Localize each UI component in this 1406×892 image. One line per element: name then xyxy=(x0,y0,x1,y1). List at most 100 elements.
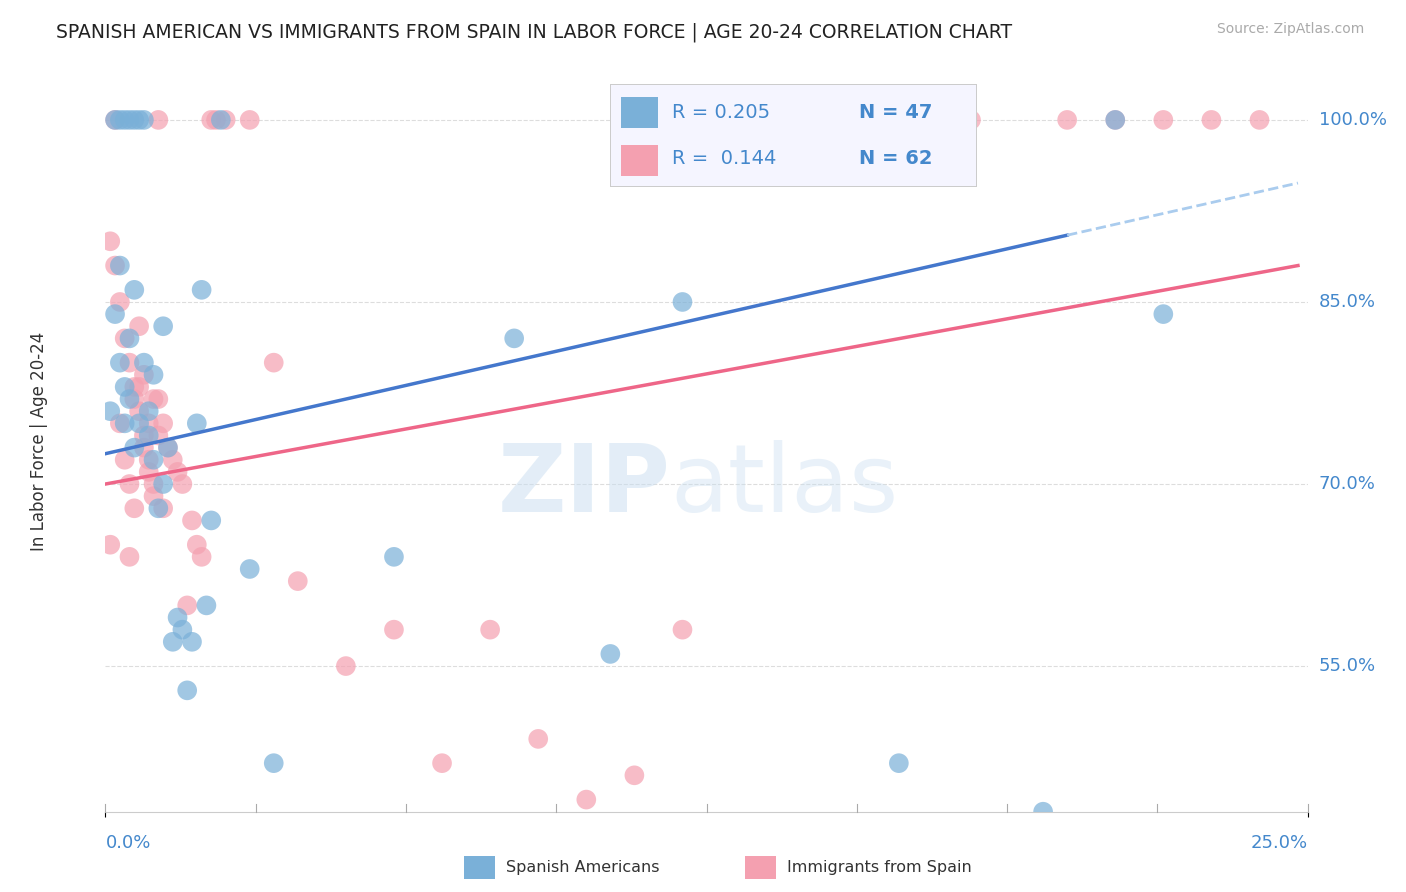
Point xyxy=(263,756,285,771)
Point xyxy=(148,112,170,127)
Point xyxy=(166,610,188,624)
Point xyxy=(1152,112,1174,127)
Text: N = 62: N = 62 xyxy=(859,149,932,168)
Text: SPANISH AMERICAN VS IMMIGRANTS FROM SPAIN IN LABOR FORCE | AGE 20-24 CORRELATION: SPANISH AMERICAN VS IMMIGRANTS FROM SPAI… xyxy=(56,22,1012,42)
Point xyxy=(1152,307,1174,321)
Point xyxy=(142,477,165,491)
Point xyxy=(108,295,131,310)
Text: N = 47: N = 47 xyxy=(859,103,932,122)
Point xyxy=(104,112,127,127)
Point xyxy=(104,112,127,127)
Point xyxy=(209,112,232,127)
Point xyxy=(114,112,136,127)
Text: Source: ZipAtlas.com: Source: ZipAtlas.com xyxy=(1216,22,1364,37)
Point xyxy=(503,331,526,345)
Text: 70.0%: 70.0% xyxy=(1319,475,1375,493)
Point xyxy=(98,404,121,418)
Point xyxy=(176,683,198,698)
Point xyxy=(156,441,179,455)
Point xyxy=(142,392,165,406)
Text: Spanish Americans: Spanish Americans xyxy=(506,861,659,875)
Point xyxy=(190,283,212,297)
Point xyxy=(148,392,170,406)
Point xyxy=(195,599,218,613)
Point xyxy=(186,538,208,552)
Point xyxy=(108,417,131,431)
Point xyxy=(124,501,146,516)
Point xyxy=(108,259,131,273)
Point xyxy=(1056,112,1078,127)
Text: 25.0%: 25.0% xyxy=(1250,834,1308,852)
Point xyxy=(124,441,146,455)
Point xyxy=(152,319,174,334)
Point xyxy=(200,112,222,127)
Bar xyxy=(621,145,658,176)
Point xyxy=(382,549,405,564)
Point xyxy=(430,756,453,771)
Point xyxy=(118,549,141,564)
Point xyxy=(382,623,405,637)
Point xyxy=(671,623,693,637)
Point xyxy=(575,792,598,806)
Point xyxy=(138,452,160,467)
Point xyxy=(108,112,131,127)
Point xyxy=(98,538,121,552)
Point xyxy=(98,234,121,248)
Point xyxy=(118,392,141,406)
Point xyxy=(960,112,983,127)
Point xyxy=(1104,112,1126,127)
Point xyxy=(166,465,188,479)
Point xyxy=(138,404,160,418)
Point xyxy=(239,112,262,127)
Point xyxy=(128,417,150,431)
Point xyxy=(162,452,184,467)
Point xyxy=(104,259,127,273)
Point xyxy=(132,356,155,370)
Point xyxy=(132,368,155,382)
Point xyxy=(138,428,160,442)
Point xyxy=(200,513,222,527)
Point xyxy=(142,368,165,382)
Point xyxy=(287,574,309,588)
Point xyxy=(172,623,194,637)
Point xyxy=(128,380,150,394)
Point xyxy=(104,307,127,321)
Point xyxy=(152,477,174,491)
Point xyxy=(148,428,170,442)
Point xyxy=(1032,805,1054,819)
Point xyxy=(124,112,146,127)
Point xyxy=(156,441,179,455)
Point xyxy=(148,501,170,516)
Text: R =  0.144: R = 0.144 xyxy=(672,149,778,168)
Point xyxy=(162,635,184,649)
Bar xyxy=(621,97,658,128)
Point xyxy=(186,417,208,431)
Point xyxy=(263,356,285,370)
Text: 100.0%: 100.0% xyxy=(1319,111,1386,129)
Text: Immigrants from Spain: Immigrants from Spain xyxy=(787,861,972,875)
Text: R = 0.205: R = 0.205 xyxy=(672,103,770,122)
Point xyxy=(599,647,621,661)
Text: atlas: atlas xyxy=(671,440,898,532)
Point xyxy=(172,477,194,491)
Point xyxy=(132,441,155,455)
Point xyxy=(114,417,136,431)
Point xyxy=(118,477,141,491)
Point xyxy=(1104,112,1126,127)
Point xyxy=(152,501,174,516)
Point xyxy=(479,623,502,637)
Text: In Labor Force | Age 20-24: In Labor Force | Age 20-24 xyxy=(31,332,48,551)
Point xyxy=(176,599,198,613)
Point xyxy=(128,319,150,334)
Point xyxy=(190,549,212,564)
Point xyxy=(138,417,160,431)
Point xyxy=(1201,112,1223,127)
Point xyxy=(720,112,742,127)
Point xyxy=(114,452,136,467)
Point xyxy=(118,112,141,127)
Point xyxy=(142,452,165,467)
Point xyxy=(623,768,645,782)
Point xyxy=(181,513,204,527)
Point xyxy=(205,112,228,127)
Point xyxy=(124,380,146,394)
